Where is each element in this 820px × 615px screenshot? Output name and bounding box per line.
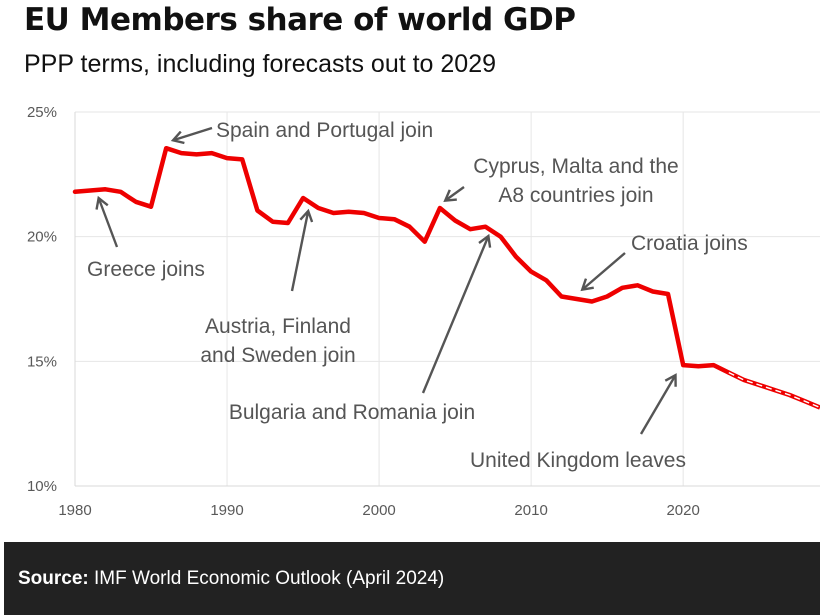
annotation-arrow <box>639 376 675 435</box>
annotation-arrow <box>421 237 488 394</box>
annotation-label: Austria, Finland and Sweden join <box>200 315 355 367</box>
annotation-label-line: and Sweden join <box>200 344 355 367</box>
annotation-arrow <box>290 212 308 292</box>
x-tick-label: 1980 <box>58 502 91 519</box>
annotation-label-line: United Kingdom leaves <box>470 449 686 472</box>
annotation-label-line: Austria, Finland <box>205 315 351 338</box>
y-tick-label: 20% <box>27 229 57 246</box>
chart-subtitle: PPP terms, including forecasts out to 20… <box>24 50 497 78</box>
annotation-arrow <box>583 252 626 289</box>
annotation-arrow <box>446 186 465 200</box>
annotation-label-line: Cyprus, Malta and the <box>473 155 678 178</box>
x-tick-label: 2020 <box>666 502 699 519</box>
annotation-label: Spain and Portugal join <box>216 119 433 142</box>
chart-title: EU Members share of world GDP <box>24 2 576 38</box>
y-tick-label: 25% <box>27 104 57 121</box>
annotation-label-line: Spain and Portugal join <box>216 119 433 142</box>
source-text: IMF World Economic Outlook (April 2024) <box>94 568 445 589</box>
annotation-label-line: Greece joins <box>87 258 205 281</box>
line-chart: 10% 15% 20% 25% 1980 1990 2000 2010 2020 Spain an… <box>27 104 820 519</box>
annotation-label: Croatia joins <box>631 232 748 255</box>
annotation-label: Greece joins <box>87 258 205 281</box>
x-tick-label: 2010 <box>514 502 547 519</box>
y-tick-label: 10% <box>27 478 57 495</box>
series-forecast-dash <box>728 371 820 409</box>
series-actual-line <box>72 145 732 375</box>
annotation-label-line: Croatia joins <box>631 232 748 255</box>
annotation-label: Cyprus, Malta and the A8 countries join <box>473 155 678 207</box>
annotation-label: United Kingdom leaves <box>470 449 686 472</box>
source-label: Source: <box>18 568 89 589</box>
annotation-label: Bulgaria and Romania join <box>229 401 475 424</box>
annotation-arrow <box>174 126 213 140</box>
annotation-arrow <box>99 199 119 248</box>
x-tick-label: 1990 <box>210 502 243 519</box>
annotation-label-line: Bulgaria and Romania join <box>229 401 475 424</box>
y-tick-label: 15% <box>27 353 57 370</box>
x-tick-label: 2000 <box>362 502 395 519</box>
source-line: Source: IMF World Economic Outlook (Apri… <box>18 568 444 590</box>
annotation-label-line: A8 countries join <box>498 184 653 207</box>
source-footer: Source: IMF World Economic Outlook (Apri… <box>4 542 820 615</box>
